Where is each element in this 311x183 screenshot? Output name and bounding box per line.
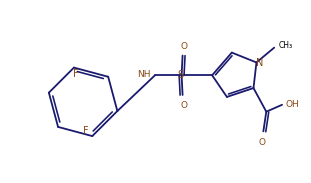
Text: CH₃: CH₃ — [279, 41, 293, 50]
Text: F: F — [73, 70, 79, 79]
Text: F: F — [83, 126, 88, 136]
Text: O: O — [259, 138, 266, 147]
Text: N: N — [256, 58, 263, 68]
Text: NH: NH — [137, 70, 151, 79]
Text: OH: OH — [286, 100, 300, 109]
Text: O: O — [180, 101, 187, 110]
Text: S: S — [178, 70, 184, 80]
Text: O: O — [180, 42, 187, 51]
